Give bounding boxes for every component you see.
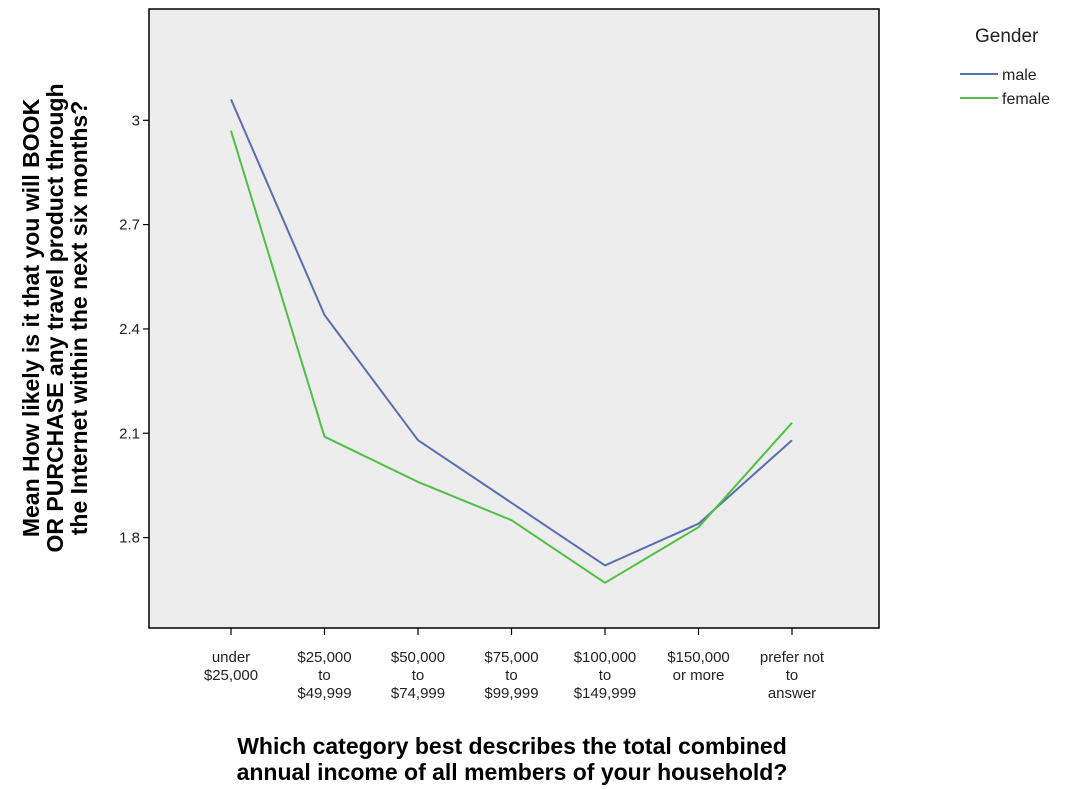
x-tick-label: $150,000 or more: [667, 649, 730, 684]
x-tick-label: $25,000 to $49,999: [297, 649, 351, 702]
y-axis-label: Mean How likely is it that you will BOOK…: [18, 84, 92, 553]
y-tick-label: 3: [132, 112, 140, 129]
y-tick-label: 2.7: [119, 217, 140, 234]
y-tick-label: 2.4: [119, 321, 140, 338]
x-axis-label-line-1: Which category best describes the total …: [237, 733, 787, 759]
y-tick-label: 1.8: [119, 530, 140, 547]
legend-title: Gender: [975, 26, 1039, 47]
x-tick-label: prefer not to answer: [760, 649, 825, 702]
y-axis: 1.8 2.1 2.4 2.7 3: [119, 112, 149, 547]
x-tick-label: $50,000 to $74,999: [391, 649, 445, 702]
series-lines: [230, 99, 793, 584]
x-axis: under $25,000 $25,000 to $49,999 $50,000 to $74…: [204, 628, 825, 702]
plot-area: [148, 8, 880, 629]
legend-label-female: female: [1002, 91, 1050, 108]
x-tick-label: $100,000 to $149,999: [574, 649, 637, 702]
x-axis-label: Which category best describes the total …: [237, 733, 788, 785]
y-axis-label-line-1: Mean How likely is it that you will BOOK: [18, 98, 44, 537]
x-axis-label-line-2: annual income of all members of your hou…: [237, 759, 788, 785]
y-tick-label: 2.1: [119, 425, 140, 442]
series-line-female: [230, 130, 793, 584]
y-axis-label-line-3: the Internet within the next six months?: [66, 101, 92, 535]
x-tick-label: under $25,000: [204, 649, 258, 684]
legend-label-male: male: [1002, 67, 1037, 84]
x-tick-label: $75,000 to $99,999: [484, 649, 538, 702]
y-axis-label-line-2: OR PURCHASE any travel product through: [42, 84, 68, 553]
series-line-male: [230, 99, 793, 567]
legend: Gender male female: [960, 26, 1050, 108]
